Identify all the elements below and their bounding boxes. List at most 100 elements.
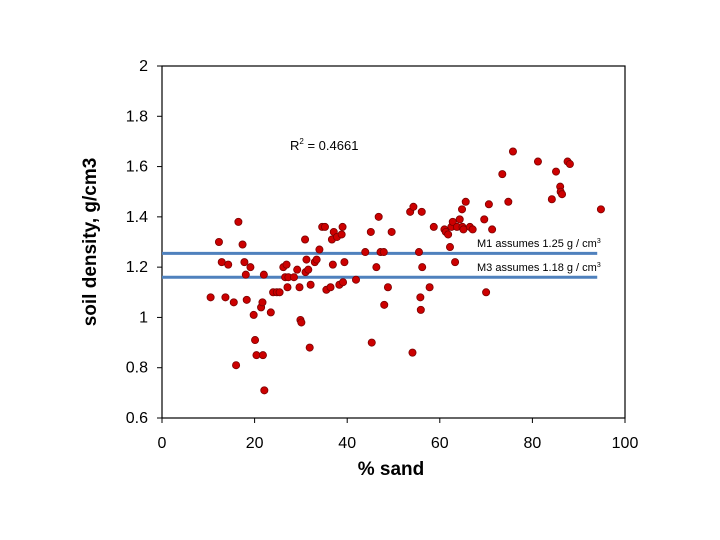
x-axis: 0 20 40 60 80 100	[158, 418, 639, 452]
data-point	[295, 283, 304, 292]
data-point	[338, 222, 347, 231]
y-tick-label: 1.4	[126, 209, 148, 226]
data-point	[258, 351, 267, 360]
data-point	[293, 265, 302, 274]
data-point	[305, 343, 314, 352]
data-point	[484, 200, 493, 209]
data-point	[315, 245, 324, 254]
data-points	[206, 147, 605, 395]
data-point	[339, 278, 348, 287]
data-point	[283, 283, 292, 292]
data-point	[444, 230, 453, 239]
data-point	[416, 293, 425, 302]
data-point	[552, 167, 561, 176]
data-point	[498, 170, 507, 179]
x-tick-label: 0	[158, 435, 167, 452]
data-point	[246, 263, 255, 272]
data-point	[445, 243, 454, 252]
data-point	[259, 270, 268, 279]
m1-annotation: M1 assumes 1.25 g / cm3	[477, 238, 601, 250]
data-point	[455, 215, 464, 224]
data-point	[383, 283, 392, 292]
data-point	[596, 205, 605, 214]
data-point	[533, 157, 542, 166]
data-point	[504, 197, 513, 206]
y-tick-label: 1.2	[126, 259, 148, 276]
x-tick-label: 80	[524, 435, 542, 452]
x-axis-title: % sand	[358, 459, 425, 480]
x-tick-label: 40	[338, 435, 356, 452]
data-point	[429, 222, 438, 231]
y-tick-label: 1.8	[126, 108, 148, 125]
y-tick-label: 1.6	[126, 159, 148, 176]
data-point	[275, 288, 284, 297]
data-point	[238, 240, 247, 249]
data-point	[240, 258, 249, 267]
data-point	[224, 260, 233, 269]
data-point	[251, 336, 260, 345]
data-point	[337, 230, 346, 239]
data-point	[304, 265, 313, 274]
data-point	[326, 283, 335, 292]
data-point	[249, 310, 258, 319]
data-point	[328, 260, 337, 269]
data-point	[380, 300, 389, 309]
r-squared-annotation: R2 = 0.4661	[290, 137, 358, 153]
data-point	[260, 386, 269, 395]
data-point	[508, 147, 517, 156]
data-point	[229, 298, 238, 307]
data-point	[351, 275, 360, 284]
data-point	[372, 263, 381, 272]
data-point	[312, 255, 321, 264]
data-point	[361, 248, 370, 257]
data-point	[258, 298, 267, 307]
data-point	[387, 227, 396, 236]
y-tick-label: 0.8	[126, 360, 148, 377]
data-point	[458, 205, 467, 214]
data-point	[234, 217, 243, 226]
data-point	[461, 197, 470, 206]
data-point	[417, 207, 426, 216]
data-point	[416, 305, 425, 314]
data-point	[451, 258, 460, 267]
data-point	[302, 255, 311, 264]
y-axis-title: soil density, g/cm3	[80, 158, 101, 327]
x-tick-label: 100	[612, 435, 639, 452]
data-point	[232, 361, 241, 370]
data-point	[206, 293, 215, 302]
data-point	[366, 227, 375, 236]
data-point	[409, 202, 418, 211]
data-point	[558, 190, 567, 199]
data-point	[488, 225, 497, 234]
y-tick-label: 2	[139, 58, 148, 75]
data-point	[468, 225, 477, 234]
data-point	[379, 248, 388, 257]
data-point	[340, 258, 349, 267]
data-point	[221, 293, 230, 302]
plot-area-frame	[161, 65, 626, 419]
data-point	[289, 273, 298, 282]
data-point	[214, 237, 223, 246]
data-point	[282, 260, 291, 269]
data-point	[242, 295, 251, 304]
data-point	[480, 215, 489, 224]
data-point	[297, 318, 306, 327]
data-point	[408, 348, 417, 357]
data-point	[547, 195, 556, 204]
y-axis: 0.6 0.8 1 1.2 1.4 1.6 1.8 2	[126, 58, 162, 427]
data-point	[241, 270, 250, 279]
data-point	[306, 280, 315, 289]
data-point	[565, 160, 574, 169]
data-point	[414, 248, 423, 257]
data-point	[320, 222, 329, 231]
data-point	[266, 308, 275, 317]
y-tick-label: 0.6	[126, 410, 148, 427]
data-point	[301, 235, 310, 244]
y-tick-label: 1	[139, 309, 148, 326]
data-point	[448, 217, 457, 226]
data-point	[482, 288, 491, 297]
data-point	[418, 263, 427, 272]
x-tick-label: 60	[431, 435, 449, 452]
data-point	[367, 338, 376, 347]
